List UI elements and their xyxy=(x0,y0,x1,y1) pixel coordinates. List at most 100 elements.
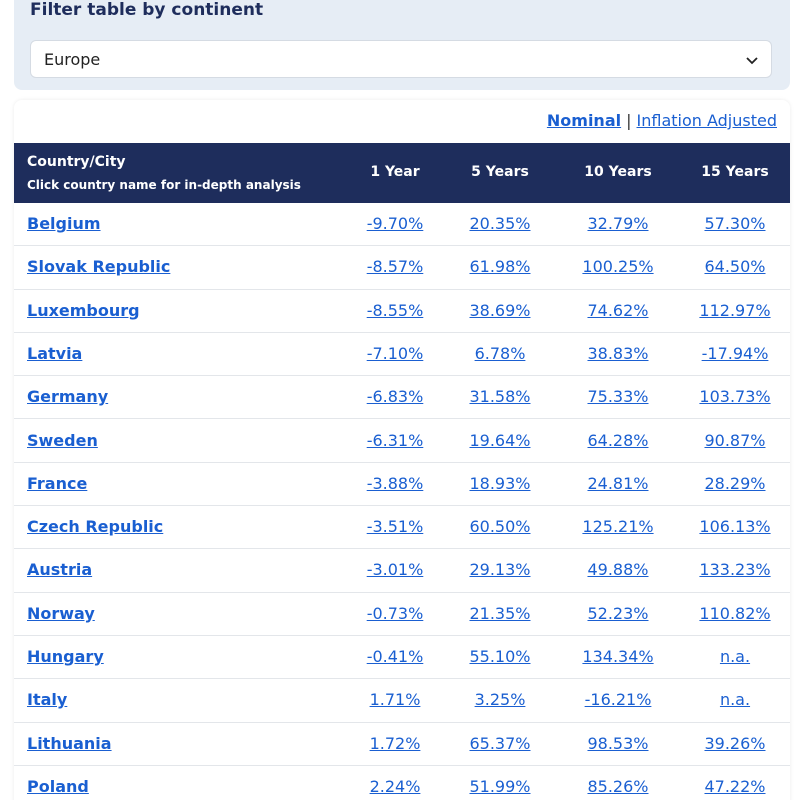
return-link[interactable]: 61.98% xyxy=(469,257,531,277)
country-link[interactable]: Czech Republic xyxy=(27,517,164,537)
header-note: Click country name for in-depth analysis xyxy=(27,178,301,192)
table-row: Germany -6.83% 31.58% 75.33% 103.73% xyxy=(14,376,790,420)
return-link[interactable]: -9.70% xyxy=(366,214,424,233)
return-link[interactable]: 100.25% xyxy=(582,257,654,277)
table-row: Norway -0.73% 21.35% 52.23% 110.82% xyxy=(14,593,790,636)
return-link[interactable]: 65.37% xyxy=(469,733,531,753)
chevron-icon xyxy=(746,57,758,65)
table-row: Italy 1.71% 3.25% -16.21% n.a. xyxy=(14,679,790,723)
continent-select[interactable]: Europe xyxy=(30,40,772,78)
table-header: Country/City Click country name for in-d… xyxy=(14,143,790,203)
return-link[interactable]: 38.83% xyxy=(587,343,649,363)
return-link[interactable]: 21.35% xyxy=(469,603,531,623)
return-link[interactable]: -16.21% xyxy=(584,690,652,710)
return-link[interactable]: -3.88% xyxy=(366,473,424,493)
return-link[interactable]: 49.88% xyxy=(587,560,649,580)
nominal-link[interactable]: Nominal xyxy=(546,111,622,130)
table-row: France -3.88% 18.93% 24.81% 28.29% xyxy=(14,463,790,507)
return-link[interactable]: 47.22% xyxy=(704,776,766,796)
filter-panel: Filter table by continent Europe xyxy=(14,0,790,90)
return-link[interactable]: 125.21% xyxy=(582,517,654,537)
table-row: Luxembourg -8.55% 38.69% 74.62% 112.97% xyxy=(14,290,790,333)
return-link[interactable]: -6.83% xyxy=(366,387,424,407)
table-row: Poland 2.24% 51.99% 85.26% 47.22% xyxy=(14,766,790,800)
country-link[interactable]: Germany xyxy=(27,387,109,407)
return-link[interactable]: -0.41% xyxy=(366,647,424,666)
return-link[interactable]: 52.23% xyxy=(587,603,649,623)
return-link[interactable]: 98.53% xyxy=(587,733,649,753)
return-link[interactable]: 32.79% xyxy=(587,214,649,233)
return-link[interactable]: n.a. xyxy=(719,690,751,710)
return-link[interactable]: 110.82% xyxy=(699,603,771,623)
table-row: Hungary -0.41% 55.10% 134.34% n.a. xyxy=(14,636,790,680)
return-link[interactable]: 31.58% xyxy=(469,387,531,407)
view-toggle: Nominal | Inflation Adjusted xyxy=(547,111,777,130)
return-link[interactable]: 75.33% xyxy=(587,387,649,407)
select-value: Europe xyxy=(44,50,101,69)
table-card: Nominal | Inflation Adjusted Country/City … xyxy=(14,100,790,800)
country-link[interactable]: Hungary xyxy=(27,647,104,666)
header-column: 5 Years xyxy=(471,164,529,180)
country-link[interactable]: Latvia xyxy=(27,343,83,363)
return-link[interactable]: 55.10% xyxy=(469,647,531,666)
return-link[interactable]: 19.64% xyxy=(469,430,531,450)
country-link[interactable]: Lithuania xyxy=(27,733,112,753)
country-link[interactable]: Belgium xyxy=(27,214,101,233)
return-link[interactable]: 24.81% xyxy=(587,473,649,493)
return-link[interactable]: 39.26% xyxy=(704,733,766,753)
country-link[interactable]: Italy xyxy=(27,690,68,710)
table-row: Slovak Republic -8.57% 61.98% 100.25% 64.50% xyxy=(14,246,790,290)
table-row: Latvia -7.10% 6.78% 38.83% -17.94% xyxy=(14,333,790,377)
return-link[interactable]: 18.93% xyxy=(469,473,531,493)
return-link[interactable]: 106.13% xyxy=(699,517,771,537)
filter-title: Filter table by continent xyxy=(30,0,264,20)
return-link[interactable]: 103.73% xyxy=(699,387,771,407)
return-link[interactable]: 85.26% xyxy=(587,776,649,796)
table-row: Sweden -6.31% 19.64% 64.28% 90.87% xyxy=(14,420,790,463)
return-link[interactable]: 74.62% xyxy=(587,300,649,320)
return-link[interactable]: 134.34% xyxy=(582,647,654,666)
country-link[interactable]: Slovak Republic xyxy=(27,257,171,277)
separator: | xyxy=(626,111,632,130)
return-link[interactable]: -0.73% xyxy=(366,603,424,623)
return-link[interactable]: 38.69% xyxy=(469,300,531,320)
return-link[interactable]: 20.35% xyxy=(469,214,531,233)
country-link[interactable]: Luxembourg xyxy=(27,300,140,320)
return-link[interactable]: 64.50% xyxy=(704,257,766,277)
return-link[interactable]: 2.24% xyxy=(369,776,421,796)
country-link[interactable]: Norway xyxy=(27,603,95,623)
inflation-link[interactable]: Inflation Adjusted xyxy=(636,111,778,130)
return-link[interactable]: 1.71% xyxy=(369,690,421,710)
return-link[interactable]: -8.55% xyxy=(366,300,424,320)
header-column: 15 Years xyxy=(701,164,769,180)
return-link[interactable]: 60.50% xyxy=(469,517,531,537)
return-link[interactable]: -7.10% xyxy=(366,343,424,363)
return-link[interactable]: 28.29% xyxy=(704,473,766,493)
return-link[interactable]: 3.25% xyxy=(474,690,526,710)
return-link[interactable]: n.a. xyxy=(719,647,751,666)
return-link[interactable]: -8.57% xyxy=(366,257,424,277)
table-row: Czech Republic -3.51% 60.50% 125.21% 106.13% xyxy=(14,506,790,550)
return-link[interactable]: 64.28% xyxy=(587,430,649,450)
country-link[interactable]: Austria xyxy=(27,560,93,580)
header-country: Country/City xyxy=(27,154,126,170)
return-link[interactable]: -3.01% xyxy=(366,560,424,580)
table-row: Lithuania 1.72% 65.37% 98.53% 39.26% xyxy=(14,723,790,766)
country-link[interactable]: Sweden xyxy=(27,430,98,450)
return-link[interactable]: 1.72% xyxy=(369,733,421,753)
return-link[interactable]: -3.51% xyxy=(366,517,424,537)
header-column: 10 Years xyxy=(584,164,652,180)
return-link[interactable]: 6.78% xyxy=(474,343,526,363)
return-link[interactable]: 29.13% xyxy=(469,560,531,580)
table-row: Austria -3.01% 29.13% 49.88% 133.23% xyxy=(14,549,790,593)
country-link[interactable]: France xyxy=(27,473,88,493)
return-link[interactable]: 51.99% xyxy=(469,776,531,796)
return-link[interactable]: -17.94% xyxy=(701,343,769,363)
return-link[interactable]: -6.31% xyxy=(366,430,424,450)
return-link[interactable]: 133.23% xyxy=(699,560,771,580)
return-link[interactable]: 90.87% xyxy=(704,430,766,450)
country-link[interactable]: Poland xyxy=(27,776,89,796)
return-link[interactable]: 57.30% xyxy=(704,214,766,233)
return-link[interactable]: 112.97% xyxy=(699,300,771,320)
